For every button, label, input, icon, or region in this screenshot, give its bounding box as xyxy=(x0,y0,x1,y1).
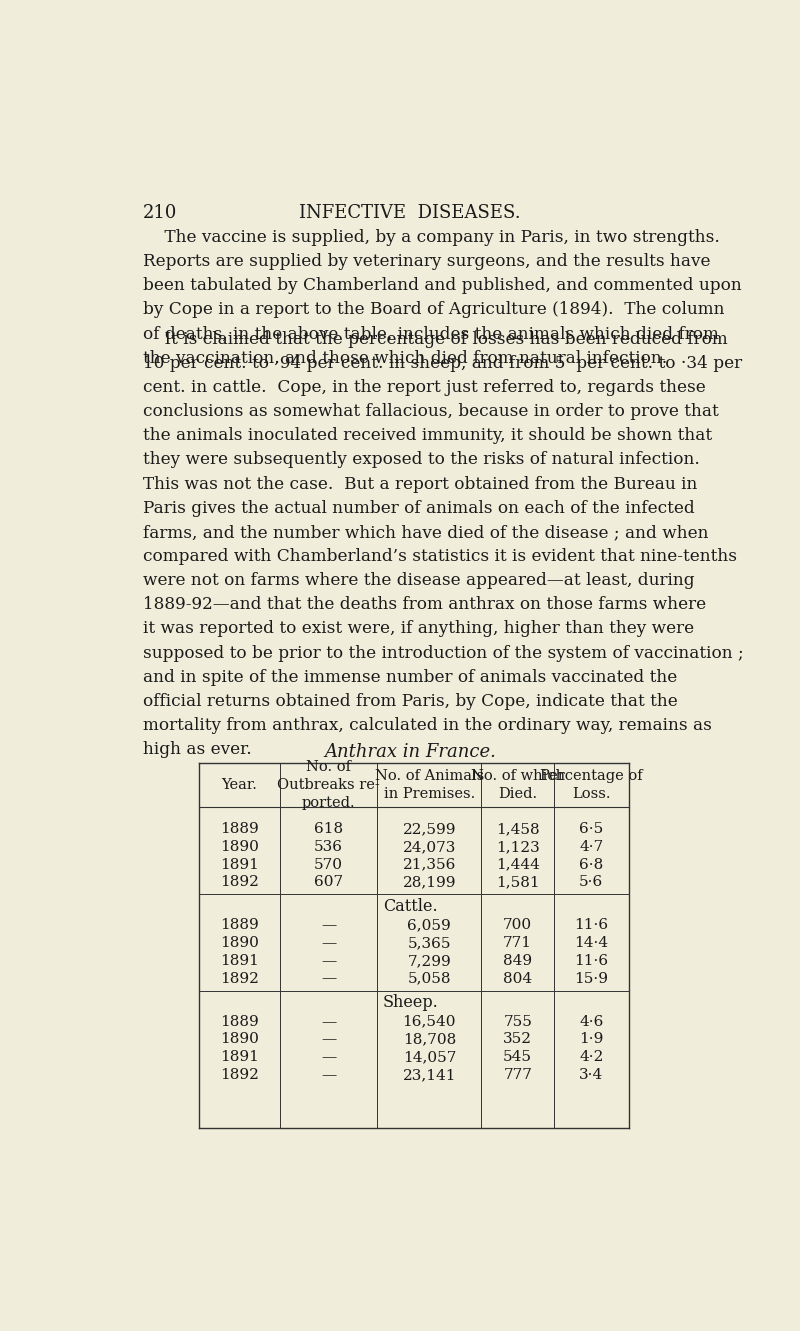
Text: 5,365: 5,365 xyxy=(408,936,451,950)
Text: 700: 700 xyxy=(503,918,532,933)
Text: 1891: 1891 xyxy=(220,1050,259,1065)
Text: Anthrax in France.: Anthrax in France. xyxy=(324,743,496,760)
Text: 352: 352 xyxy=(503,1033,532,1046)
Text: 755: 755 xyxy=(503,1014,532,1029)
Text: 1,444: 1,444 xyxy=(496,857,540,872)
Text: 21,356: 21,356 xyxy=(402,857,456,872)
Text: —: — xyxy=(321,936,336,950)
Text: 1890: 1890 xyxy=(220,1033,259,1046)
Text: 5·6: 5·6 xyxy=(579,876,603,889)
Text: 28,199: 28,199 xyxy=(402,876,456,889)
Text: 4·2: 4·2 xyxy=(579,1050,603,1065)
Text: 1890: 1890 xyxy=(220,840,259,855)
Text: 607: 607 xyxy=(314,876,343,889)
Text: 4·6: 4·6 xyxy=(579,1014,603,1029)
Text: Year.: Year. xyxy=(222,777,258,792)
Text: 777: 777 xyxy=(503,1067,532,1082)
Text: 570: 570 xyxy=(314,857,343,872)
Text: 1892: 1892 xyxy=(220,876,259,889)
Text: 14·4: 14·4 xyxy=(574,936,609,950)
Text: 3·4: 3·4 xyxy=(579,1067,603,1082)
Text: 23,141: 23,141 xyxy=(402,1067,456,1082)
Text: 1,581: 1,581 xyxy=(496,876,539,889)
Text: 1891: 1891 xyxy=(220,857,259,872)
Text: 618: 618 xyxy=(314,823,343,836)
Text: —: — xyxy=(321,1050,336,1065)
Text: 771: 771 xyxy=(503,936,532,950)
Text: Sheep.: Sheep. xyxy=(382,994,438,1012)
Text: 1·9: 1·9 xyxy=(579,1033,603,1046)
Text: —: — xyxy=(321,972,336,986)
Text: 5,058: 5,058 xyxy=(408,972,451,986)
Text: 804: 804 xyxy=(503,972,532,986)
Text: 1891: 1891 xyxy=(220,954,259,968)
Text: —: — xyxy=(321,1033,336,1046)
Text: 18,708: 18,708 xyxy=(402,1033,456,1046)
Text: 14,057: 14,057 xyxy=(402,1050,456,1065)
Text: The vaccine is supplied, by a company in Paris, in two strengths.
Reports are su: The vaccine is supplied, by a company in… xyxy=(142,229,742,367)
Text: 849: 849 xyxy=(503,954,532,968)
Text: —: — xyxy=(321,1014,336,1029)
Text: Percentage of
Loss.: Percentage of Loss. xyxy=(540,769,642,801)
Text: —: — xyxy=(321,954,336,968)
Text: 11·6: 11·6 xyxy=(574,918,609,933)
Text: 1889: 1889 xyxy=(220,1014,259,1029)
Text: 1,458: 1,458 xyxy=(496,823,539,836)
Text: Cattle.: Cattle. xyxy=(382,898,438,916)
Text: 1889: 1889 xyxy=(220,918,259,933)
Text: 7,299: 7,299 xyxy=(407,954,451,968)
Text: No. of which
Died.: No. of which Died. xyxy=(470,769,565,801)
Text: No. of
Outbreaks re-
ported.: No. of Outbreaks re- ported. xyxy=(278,760,380,809)
Text: 6,059: 6,059 xyxy=(407,918,451,933)
Text: 1892: 1892 xyxy=(220,1067,259,1082)
Text: —: — xyxy=(321,1067,336,1082)
Text: INFECTIVE  DISEASES.: INFECTIVE DISEASES. xyxy=(299,204,521,221)
Text: —: — xyxy=(321,918,336,933)
Text: 6·8: 6·8 xyxy=(579,857,603,872)
Text: 545: 545 xyxy=(503,1050,532,1065)
Text: 15·9: 15·9 xyxy=(574,972,608,986)
Text: 22,599: 22,599 xyxy=(402,823,456,836)
Text: It is claimed that the percentage of losses has been reduced from
10 per cent. t: It is claimed that the percentage of los… xyxy=(142,330,743,759)
Text: 1,123: 1,123 xyxy=(496,840,539,855)
Text: 1892: 1892 xyxy=(220,972,259,986)
Text: 4·7: 4·7 xyxy=(579,840,603,855)
Text: 536: 536 xyxy=(314,840,343,855)
Text: 1889: 1889 xyxy=(220,823,259,836)
Text: 11·6: 11·6 xyxy=(574,954,609,968)
Text: No. of Animals
in Premises.: No. of Animals in Premises. xyxy=(374,769,484,801)
Text: 210: 210 xyxy=(142,204,177,221)
Text: 24,073: 24,073 xyxy=(402,840,456,855)
Text: 16,540: 16,540 xyxy=(402,1014,456,1029)
Text: 6·5: 6·5 xyxy=(579,823,603,836)
Text: 1890: 1890 xyxy=(220,936,259,950)
